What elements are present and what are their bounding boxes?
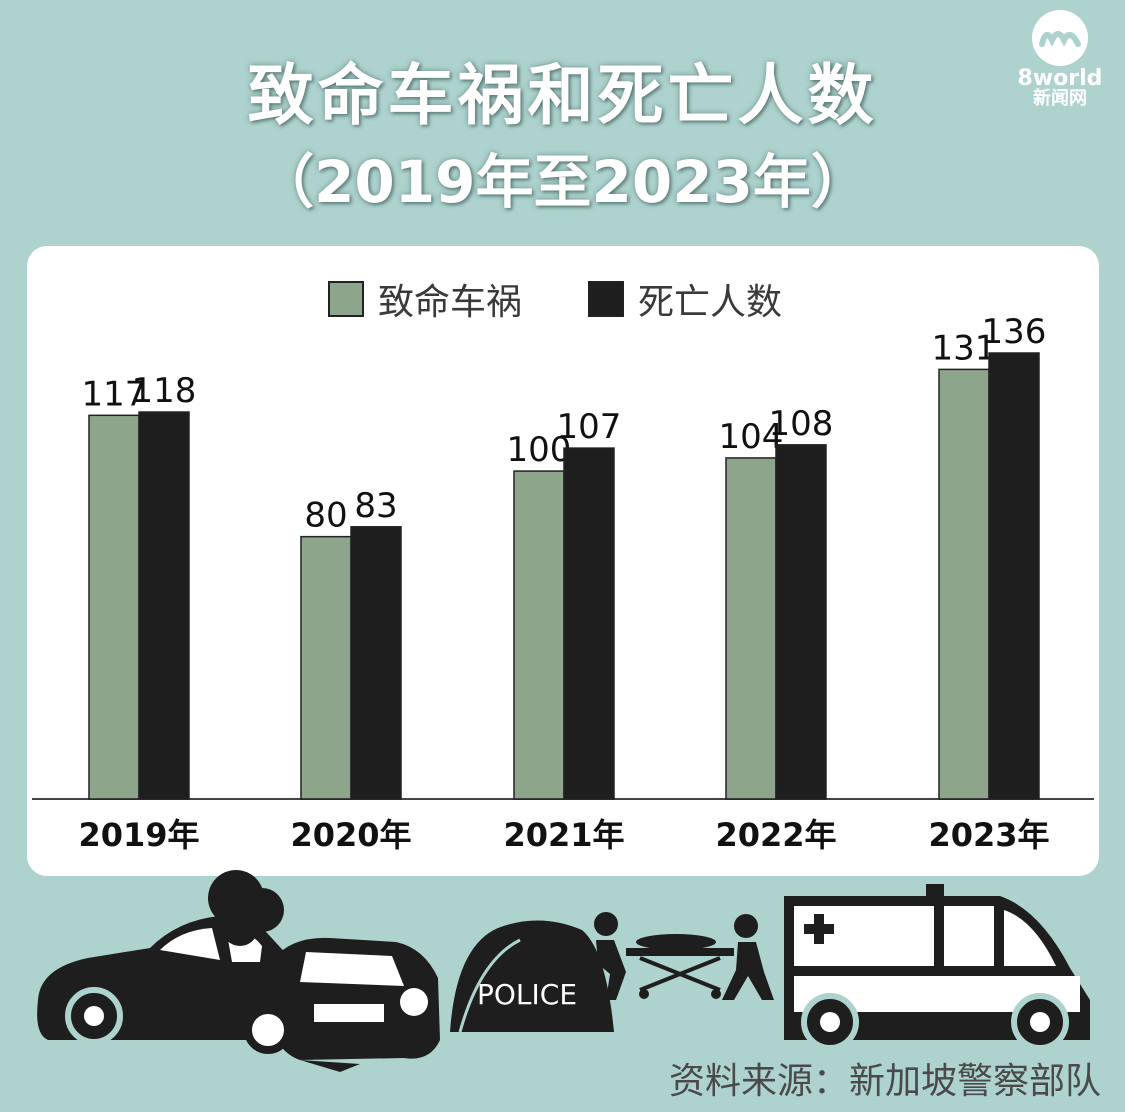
bar-deaths <box>988 352 1040 800</box>
bar-value-label: 118 <box>132 371 197 411</box>
legend-label: 死亡人数 <box>638 282 783 323</box>
chart-subtitle: （2019年至2023年） <box>256 148 869 216</box>
bar-fatal-accidents <box>300 535 352 800</box>
source-note: 资料来源：新加坡警察部队 <box>668 1061 1101 1102</box>
logo-mark-icon <box>1032 10 1088 66</box>
police-tent-icon: POLICE <box>450 920 614 1033</box>
brand-logo: 8world 新闻网 <box>1015 10 1105 108</box>
bar-fatal-accidents <box>938 368 990 800</box>
bar-value-label: 108 <box>769 404 834 444</box>
logo-subtitle: 新闻网 <box>1033 88 1087 109</box>
x-tick-label: 2023年 <box>928 816 1049 854</box>
bar-value-label: 136 <box>982 312 1047 352</box>
bar-fatal-accidents <box>88 414 140 800</box>
bar-fatal-accidents <box>513 470 565 800</box>
legend-swatch-black <box>588 281 624 317</box>
bar-fatal-accidents <box>725 457 777 800</box>
bar-value-label: 80 <box>304 496 347 536</box>
bar-value-label: 100 <box>507 430 572 470</box>
bar-deaths <box>563 447 615 800</box>
chart-legend: 致命车祸 死亡人数 <box>0 274 1125 324</box>
bar-deaths <box>350 526 402 800</box>
x-tick-label: 2022年 <box>715 816 836 854</box>
bar-deaths <box>775 444 827 800</box>
bar-value-label: 104 <box>719 417 784 457</box>
police-tent-label: POLICE <box>477 978 577 1011</box>
legend-item-fatal-accidents: 致命车祸 <box>328 274 522 324</box>
legend-swatch-green <box>328 281 364 317</box>
x-tick-label: 2021年 <box>503 816 624 854</box>
bar-value-label: 117 <box>82 374 147 414</box>
x-tick-label: 2019年 <box>78 816 199 854</box>
crashed-cars-icon <box>37 870 440 1072</box>
legend-item-deaths: 死亡人数 <box>588 274 782 324</box>
logo-brand: 8world <box>1017 66 1103 91</box>
stretcher-bearers-icon <box>594 912 774 1000</box>
x-tick-label: 2020年 <box>290 816 411 854</box>
bar-value-label: 83 <box>354 486 397 526</box>
bar-value-label: 131 <box>932 328 997 368</box>
legend-label: 致命车祸 <box>378 282 523 323</box>
bar-value-label: 107 <box>557 407 622 447</box>
ambulance-icon <box>784 884 1090 1051</box>
chart-title: 致命车祸和死亡人数 <box>247 57 878 134</box>
bar-deaths <box>138 411 190 800</box>
